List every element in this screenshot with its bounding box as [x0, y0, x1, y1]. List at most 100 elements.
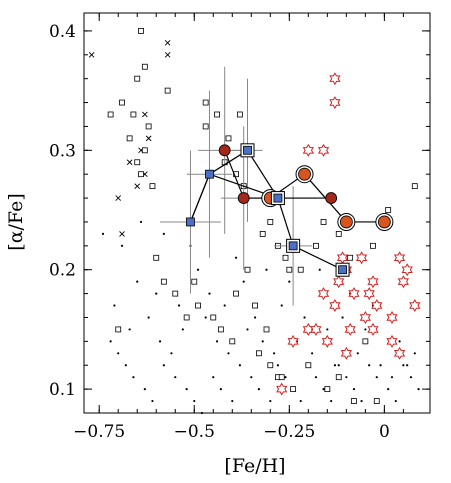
open-square-point — [278, 374, 285, 381]
red-star-point — [397, 275, 409, 289]
dot-point — [170, 352, 173, 355]
open-square-point — [370, 242, 376, 249]
dot-point — [208, 292, 211, 295]
dot-point — [333, 364, 337, 367]
red-circle-point — [237, 192, 250, 204]
red-circle-connector — [224, 150, 245, 199]
open-square-point — [373, 398, 380, 404]
open-square-point — [195, 302, 201, 309]
blue-square-point — [205, 169, 214, 179]
cross-stroke — [142, 111, 148, 118]
blue-square-point — [270, 191, 285, 206]
open-square-point — [141, 147, 148, 154]
blue-square-core — [205, 169, 214, 179]
red-star-point — [371, 298, 383, 312]
open-square-point — [138, 171, 144, 178]
red-star-point — [336, 251, 349, 265]
blue-square-point — [240, 143, 255, 158]
cross-point — [145, 135, 152, 142]
red-star-point — [329, 72, 341, 86]
red-star-point — [409, 298, 421, 312]
red-star-point — [276, 382, 288, 396]
open-square-point — [149, 183, 156, 190]
open-square-point — [335, 374, 342, 381]
open-square-point — [351, 398, 357, 404]
red-star-point — [367, 275, 379, 289]
red-circle-point — [218, 144, 231, 157]
dot-point — [406, 364, 409, 367]
dot-point — [273, 352, 276, 355]
red-star-point — [393, 346, 406, 360]
open-square-point — [115, 326, 122, 333]
open-square-point — [160, 278, 167, 285]
open-square-point — [126, 135, 133, 142]
cross-stroke — [119, 231, 125, 237]
dot-point — [155, 292, 158, 295]
dot-point — [265, 268, 268, 271]
dot-point — [162, 364, 165, 367]
open-square-point — [229, 338, 236, 345]
red-star-point — [355, 251, 368, 265]
dot-point — [345, 376, 348, 379]
dot-point — [136, 280, 139, 283]
y-tick-label: 0.1 — [49, 380, 76, 400]
open-square-point — [183, 314, 190, 321]
dot-point — [356, 352, 359, 355]
dot-point — [113, 304, 116, 307]
open-square-point — [191, 278, 198, 285]
red-star-point — [367, 322, 379, 336]
red-star-point — [386, 334, 398, 348]
red-star-point — [393, 251, 406, 265]
axes-layer: −0.75 −0.5 −0.25 0 0.1 0.2 0.3 0.4 — [49, 12, 431, 442]
dot-point — [196, 268, 200, 271]
dot-point — [139, 220, 143, 224]
y-tick-label: 0.4 — [49, 22, 76, 42]
dot-point — [117, 352, 120, 355]
x-axis-label: [Fe/H] — [224, 455, 285, 477]
cross-stroke — [164, 51, 171, 58]
cross-point — [164, 40, 171, 46]
open-square-point — [172, 290, 179, 297]
dot-point — [158, 340, 162, 343]
cross-point — [115, 195, 122, 201]
red-star-point — [363, 287, 375, 301]
dot-point — [120, 244, 124, 247]
red-star-point — [333, 275, 345, 289]
cross-stroke — [115, 195, 122, 201]
blue-square-point — [286, 238, 301, 253]
dot-point — [394, 399, 397, 403]
open-square-point — [210, 314, 217, 321]
open-square-point — [202, 99, 209, 106]
x-tick-label: −0.75 — [73, 422, 125, 442]
y-tick-label: 0.2 — [49, 261, 76, 281]
dot-point — [185, 388, 188, 391]
blue-square-core — [273, 193, 283, 203]
dot-point — [330, 399, 333, 403]
dot-point — [223, 304, 226, 307]
red-star-point — [386, 311, 398, 325]
cross-stroke — [126, 159, 133, 166]
cross-point — [126, 159, 133, 166]
orange-circle-point — [295, 165, 314, 184]
orange-circle-point — [337, 212, 356, 231]
red-star-point — [287, 334, 299, 348]
red-star-point — [317, 143, 330, 157]
plot-area — [88, 28, 421, 415]
blue-square-core — [186, 217, 195, 227]
dot-point — [101, 232, 105, 235]
open-square-point — [290, 386, 297, 393]
dot-point — [253, 316, 257, 319]
dot-point — [246, 328, 249, 331]
dot-point — [257, 388, 261, 391]
dot-point — [368, 364, 371, 367]
open-square-point — [107, 111, 114, 118]
red-star-point — [302, 143, 314, 157]
open-square-point — [134, 75, 141, 82]
dot-point — [250, 376, 253, 379]
y-tick-label: 0.3 — [49, 141, 76, 161]
dot-point — [174, 376, 177, 379]
red-star-point — [329, 298, 341, 312]
open-square-point — [297, 266, 304, 273]
open-square-point — [252, 302, 258, 309]
x-tick-label: −0.5 — [174, 422, 215, 442]
